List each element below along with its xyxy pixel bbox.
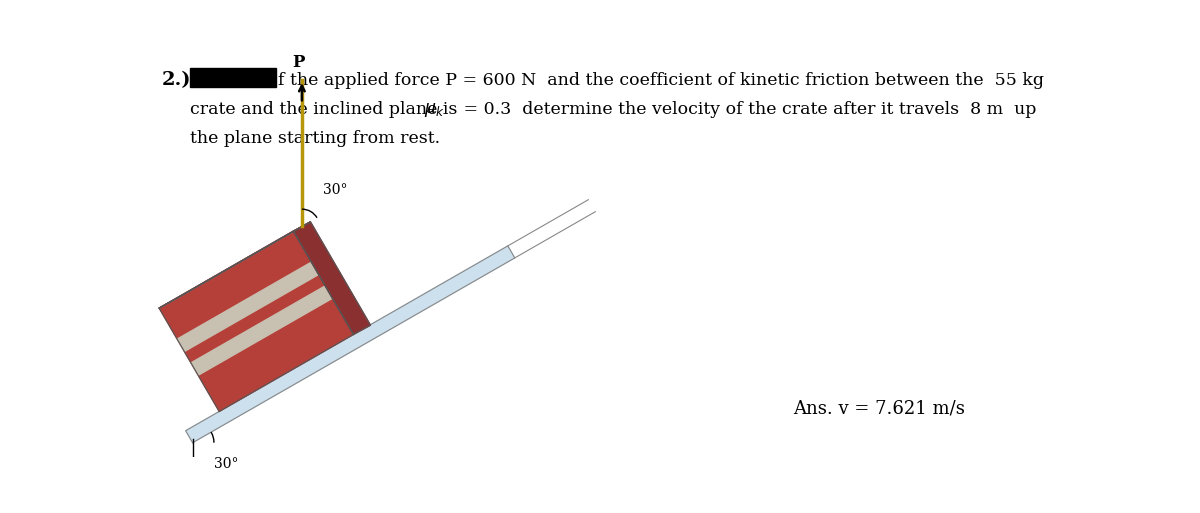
Text: crate and the inclined plane is: crate and the inclined plane is <box>191 101 469 118</box>
Polygon shape <box>191 286 332 376</box>
Text: 30°: 30° <box>215 457 239 470</box>
Text: f the applied force P = 600 N  and the coefficient of kinetic friction between t: f the applied force P = 600 N and the co… <box>278 72 1044 89</box>
Polygon shape <box>186 246 515 443</box>
Text: = 0.3  determine the velocity of the crate after it travels  8 m  up: = 0.3 determine the velocity of the crat… <box>458 101 1037 118</box>
Bar <box>191 69 276 87</box>
Text: the plane starting from rest.: the plane starting from rest. <box>191 130 440 147</box>
Text: 2.): 2.) <box>162 72 191 90</box>
Text: $\mu_k$: $\mu_k$ <box>424 101 444 119</box>
Polygon shape <box>160 222 311 308</box>
Polygon shape <box>160 231 354 411</box>
Text: 30°: 30° <box>323 183 348 197</box>
Polygon shape <box>178 262 319 351</box>
Polygon shape <box>293 222 371 334</box>
Text: Ans. v = 7.621 m/s: Ans. v = 7.621 m/s <box>793 400 965 418</box>
Text: P: P <box>292 54 305 71</box>
